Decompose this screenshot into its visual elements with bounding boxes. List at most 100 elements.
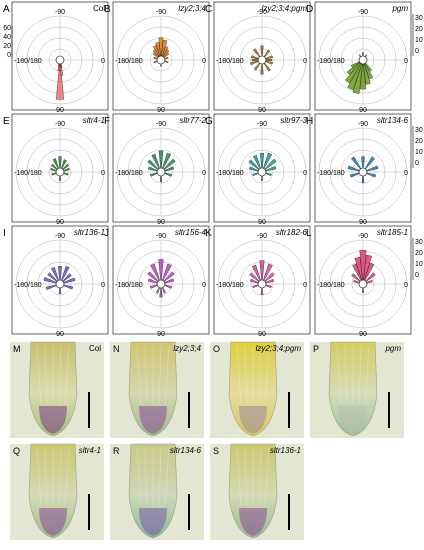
panel-letter: C <box>205 4 212 15</box>
axis-label-top: -90 <box>156 121 166 128</box>
polar-center <box>156 55 166 65</box>
axis-label-bottom: 90 <box>258 107 266 114</box>
axis-label-bottom: 90 <box>56 331 64 338</box>
polar-panel-h: -90 90 -180/180 0 H sltr134-6 30 20 10 0 <box>306 113 423 226</box>
cell-file <box>58 447 62 507</box>
polar-center <box>156 167 166 177</box>
axis-label-bottom: 90 <box>258 331 266 338</box>
cell-file <box>236 447 242 507</box>
polar-panel-k: -90 90 -180/180 0 K sltr182-6 <box>205 225 311 338</box>
axis-label-right: 0 <box>202 58 206 65</box>
micrograph-panel-m: M Col <box>10 341 104 438</box>
axis-label-top: -90 <box>257 233 267 240</box>
polar-panel-g: -90 90 -180/180 0 G sltr97-3 <box>205 113 311 226</box>
scale-bar <box>388 392 390 428</box>
panel-letter: P <box>313 344 319 354</box>
axis-label-left: -180/180 <box>115 58 143 65</box>
polar-panel-l: -90 90 -180/180 0 L sltr185-1 30 20 10 0 <box>306 225 423 338</box>
axis-label-right: 0 <box>303 282 307 289</box>
amyloplast-stain <box>239 406 267 434</box>
polar-center <box>358 279 368 289</box>
panel-letter: S <box>213 446 219 456</box>
panel-letter: M <box>13 344 21 354</box>
axis-label-top: -90 <box>257 9 267 16</box>
polar-center <box>55 167 65 177</box>
axis-label-top: -90 <box>358 9 368 16</box>
cell-file <box>358 345 362 405</box>
rose-bar <box>260 175 264 181</box>
cell-file <box>364 345 370 405</box>
axis-label-bottom: 90 <box>56 107 64 114</box>
axis-label-top: -90 <box>156 9 166 16</box>
axis-label-right: 0 <box>303 170 307 177</box>
scale-bar <box>188 494 190 530</box>
right-tick-label: 20 <box>415 250 423 257</box>
panel-title: lzy2;3;4 <box>173 344 201 353</box>
panel-title: lzy2;3;4;pgm <box>262 4 308 13</box>
right-tick-label: 0 <box>415 48 419 55</box>
cell-file <box>136 345 142 405</box>
cell-file <box>236 345 242 405</box>
axis-label-top: -90 <box>55 9 65 16</box>
panel-title: sltr156-4 <box>175 228 207 237</box>
panel-title: sltr4-1 <box>79 446 101 455</box>
polar-center <box>55 279 65 289</box>
cell-file <box>136 447 142 507</box>
cell-file <box>36 345 42 405</box>
cell-file <box>144 447 148 507</box>
axis-label-left: -180/180 <box>115 282 143 289</box>
panel-letter: N <box>113 344 120 354</box>
panel-letter: H <box>306 116 313 127</box>
panel-letter: F <box>104 116 110 127</box>
axis-label-top: -90 <box>358 233 368 240</box>
cell-file <box>58 345 62 405</box>
cell-file <box>64 345 70 405</box>
panel-title: sltr77-2 <box>179 116 206 125</box>
axis-label-left: -180/180 <box>216 282 244 289</box>
polar-panel-e: -90 90 -180/180 0 E sltr4-1 <box>3 113 109 226</box>
rose-bar <box>159 175 163 182</box>
polar-center <box>257 167 267 177</box>
polar-panel-c: -90 90 -180/180 0 C lzy2;3;4;pgm <box>205 1 311 114</box>
axis-label-bottom: 90 <box>56 219 64 226</box>
axis-label-left: -180/180 <box>14 170 42 177</box>
right-tick-label: 30 <box>415 239 423 246</box>
axis-label-right: 0 <box>101 58 105 65</box>
scale-bar <box>288 494 290 530</box>
cell-file <box>336 345 342 405</box>
polar-panel-d: -90 90 -180/180 0 D pgm 30 20 10 0 <box>306 1 423 114</box>
panel-title: sltr4-1 <box>83 116 105 125</box>
polar-panel-j: -90 90 -180/180 0 J sltr156-4 <box>104 225 210 338</box>
cell-file <box>164 447 170 507</box>
panel-title: sltr182-6 <box>276 228 308 237</box>
cell-file <box>36 447 42 507</box>
axis-label-bottom: 90 <box>157 331 165 338</box>
right-tick-label: 10 <box>415 37 423 44</box>
polar-center <box>156 279 166 289</box>
axis-label-top: -90 <box>358 121 368 128</box>
axis-label-right: 0 <box>404 282 408 289</box>
axis-label-left: -180/180 <box>216 170 244 177</box>
panel-letter: I <box>3 228 6 239</box>
polar-panel-f: -90 90 -180/180 0 F sltr77-2 <box>104 113 210 226</box>
axis-label-top: -90 <box>156 233 166 240</box>
amyloplast-stain <box>139 508 167 536</box>
axis-label-right: 0 <box>303 58 307 65</box>
cell-file <box>144 345 148 405</box>
panel-letter: B <box>104 4 111 15</box>
cell-file <box>64 447 70 507</box>
rose-bar <box>265 58 272 62</box>
cell-file <box>264 447 270 507</box>
right-tick-label: 20 <box>415 138 423 145</box>
right-tick-label: 10 <box>415 261 423 268</box>
axis-label-left: -180/180 <box>317 58 345 65</box>
polar-center <box>358 55 368 65</box>
cell-file <box>244 345 248 405</box>
cell-file <box>344 345 348 405</box>
amyloplast-stain <box>339 406 367 434</box>
panel-letter: D <box>306 4 313 15</box>
panel-title: sltr136-1 <box>270 446 301 455</box>
